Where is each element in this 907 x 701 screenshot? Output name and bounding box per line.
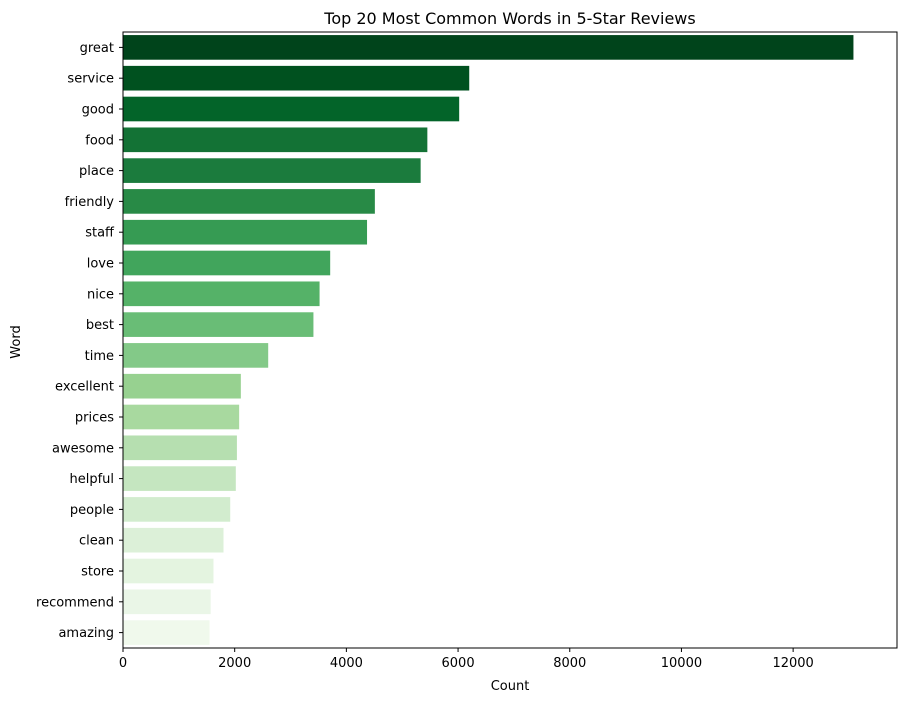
x-tick-label-10000: 10000 — [661, 656, 702, 671]
y-tick-label-great: great — [80, 41, 114, 56]
bar-great — [123, 35, 854, 60]
y-tick-label-best: best — [86, 318, 114, 333]
y-tick-label-staff: staff — [85, 226, 115, 241]
y-tick-label-place: place — [79, 164, 114, 179]
bar-place — [123, 158, 421, 183]
bar-food — [123, 127, 428, 153]
bar-excellent — [123, 373, 241, 399]
y-tick-label-amazing: amazing — [58, 626, 114, 641]
y-tick-label-good: good — [82, 103, 114, 118]
x-axis: 0 2000 4000 6000 8000 10000 12000 — [119, 648, 814, 671]
y-tick-label-love: love — [87, 257, 114, 272]
bar-love — [123, 250, 331, 276]
y-tick-label-excellent: excellent — [55, 380, 114, 395]
bar-amazing — [123, 620, 210, 645]
y-tick-label-awesome: awesome — [52, 441, 114, 456]
bar-people — [123, 497, 231, 522]
y-tick-label-food: food — [85, 133, 114, 148]
y-tick-label-time: time — [85, 349, 114, 364]
plot-frame — [122, 31, 898, 649]
y-tick-label-friendly: friendly — [65, 195, 115, 210]
x-tick-label-2000: 2000 — [218, 656, 251, 671]
bars-layer — [123, 35, 854, 645]
bar-prices — [123, 404, 240, 430]
bar-nice — [123, 281, 320, 307]
bar-staff — [123, 219, 368, 245]
x-tick-label-12000: 12000 — [772, 656, 813, 671]
y-tick-label-recommend: recommend — [36, 595, 114, 610]
y-axis: great service good food place friendly staff lo… — [36, 41, 123, 641]
bar-store — [123, 558, 214, 584]
y-tick-label-service: service — [67, 72, 114, 87]
bar-clean — [123, 527, 224, 553]
bar-awesome — [123, 435, 237, 461]
bar-friendly — [123, 189, 375, 214]
x-axis-label: Count — [491, 679, 530, 694]
y-tick-label-store: store — [81, 565, 114, 580]
plot-frame-border — [122, 31, 898, 649]
chart-title: Top 20 Most Common Words in 5-Star Revie… — [323, 9, 695, 28]
x-tick-label-0: 0 — [119, 656, 127, 671]
bar-good — [123, 96, 460, 122]
bar-time — [123, 343, 269, 368]
x-tick-label-4000: 4000 — [330, 656, 363, 671]
y-axis-label: Word — [9, 325, 24, 358]
y-tick-label-nice: nice — [87, 287, 114, 302]
x-tick-label-6000: 6000 — [442, 656, 475, 671]
bar-recommend — [123, 589, 211, 615]
bar-best — [123, 312, 314, 337]
y-tick-label-prices: prices — [75, 411, 114, 426]
x-tick-label-8000: 8000 — [553, 656, 586, 671]
y-tick-label-helpful: helpful — [69, 472, 114, 487]
y-tick-label-clean: clean — [79, 534, 114, 549]
bar-helpful — [123, 466, 236, 491]
bar-service — [123, 65, 470, 91]
y-tick-label-people: people — [70, 503, 114, 518]
